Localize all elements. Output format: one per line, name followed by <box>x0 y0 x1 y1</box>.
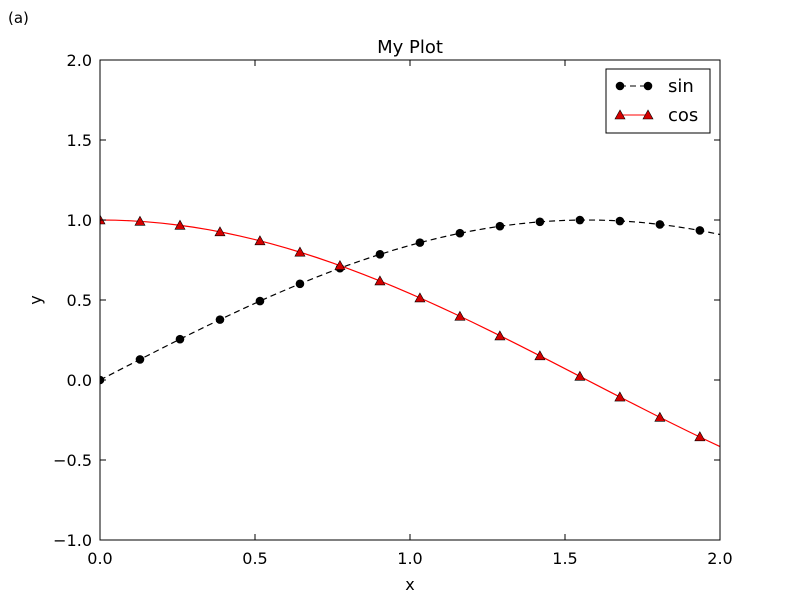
legend-sin-marker <box>643 81 653 91</box>
sin-marker <box>615 216 625 226</box>
x-tick-label: 1.0 <box>397 549 422 568</box>
cos-marker <box>214 226 226 237</box>
cos-line <box>100 219 720 448</box>
sin-marker <box>695 226 705 235</box>
x-tick-label: 0.0 <box>87 549 112 568</box>
sin-marker <box>255 296 265 306</box>
panel-label: (a) <box>8 9 29 27</box>
x-tick-label: 1.5 <box>552 549 577 568</box>
cos-marker <box>134 215 146 226</box>
y-tick-label: 0.0 <box>67 371 92 390</box>
legend-sin-label: sin <box>668 76 694 97</box>
legend-cos-label: cos <box>668 105 698 126</box>
cos-marker <box>174 219 186 230</box>
sin-line <box>100 219 720 381</box>
sin-marker <box>575 215 585 225</box>
sin-marker <box>135 355 145 364</box>
cos-marker <box>334 259 346 270</box>
sin-marker <box>295 279 305 289</box>
y-axis-label: y <box>26 295 45 304</box>
y-tick-label: 1.5 <box>67 131 92 150</box>
sin-marker <box>175 334 185 344</box>
x-tick-label: 2.0 <box>707 549 732 568</box>
cos-marker <box>654 411 666 422</box>
y-tick-label: −0.5 <box>53 451 92 470</box>
y-tick-label: 1.0 <box>67 211 92 230</box>
cos-marker <box>414 292 426 303</box>
legend-cos-marker <box>614 109 626 120</box>
sin-marker <box>655 220 665 229</box>
y-tick-label: 0.5 <box>67 291 92 310</box>
sin-marker <box>495 221 505 231</box>
cos-marker <box>374 275 386 286</box>
sin-marker <box>375 250 385 259</box>
y-tick-label: 2.0 <box>67 51 92 70</box>
sin-marker <box>415 238 425 247</box>
cos-marker <box>614 391 626 402</box>
cos-marker <box>454 310 466 321</box>
y-tick-label: −1.0 <box>53 531 92 550</box>
legend-sin-marker <box>615 81 625 91</box>
legend-cos-marker <box>642 109 654 120</box>
cos-marker <box>534 350 546 361</box>
cos-marker <box>574 370 586 381</box>
x-tick-label: 0.5 <box>242 549 267 568</box>
cos-marker <box>694 431 706 442</box>
sin-marker <box>535 217 545 227</box>
sin-marker <box>215 315 225 324</box>
legend-box <box>605 68 711 134</box>
cos-marker <box>494 330 506 341</box>
chart-title: My Plot <box>377 37 443 58</box>
cos-marker <box>254 235 266 246</box>
legend: sin cos <box>605 68 711 134</box>
cos-marker <box>294 246 306 257</box>
sin-marker <box>455 228 465 238</box>
x-axis-label: x <box>405 575 414 594</box>
